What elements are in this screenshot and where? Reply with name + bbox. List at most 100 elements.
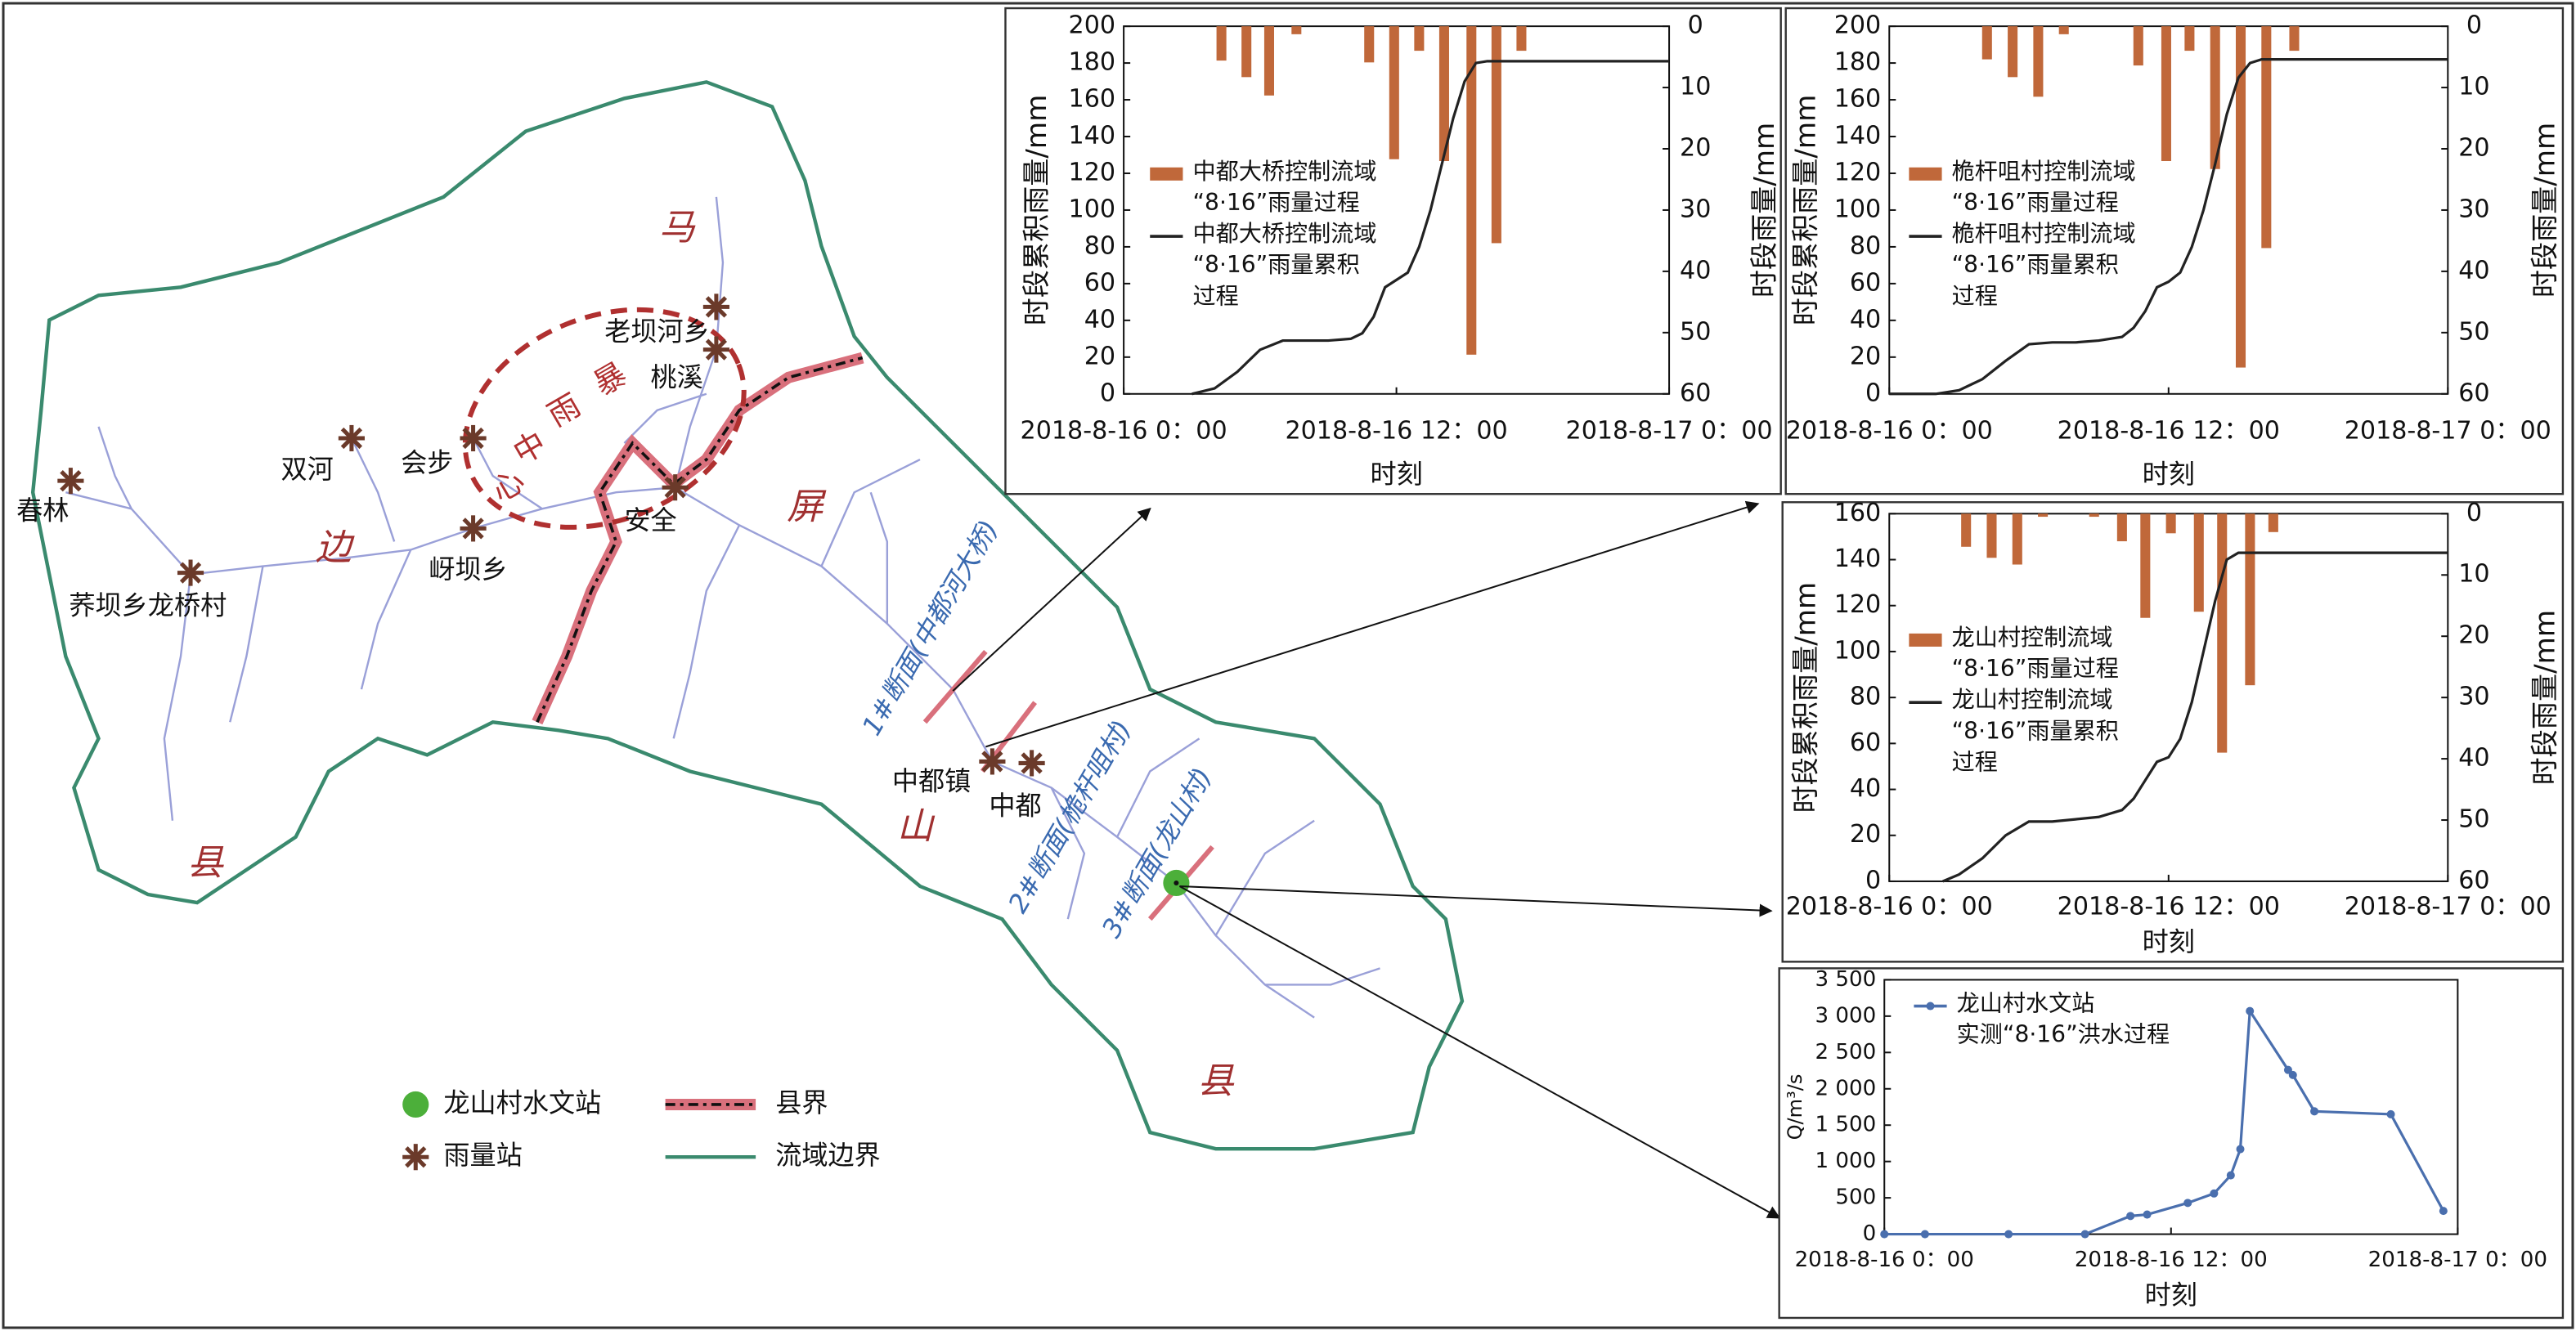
map — [30, 80, 1781, 1219]
x-tick-label: 2018-8-17 0：00 — [2345, 893, 2551, 921]
y2-tick-label: 50 — [2458, 317, 2489, 346]
storm-center-label: 暴 — [588, 356, 633, 402]
rain-gauge-marker — [57, 468, 84, 495]
y-tick-label: 140 — [1834, 122, 1882, 150]
panel-frame — [1781, 501, 2565, 963]
rain-gauge-marker — [1018, 750, 1045, 777]
y-tick-label: 140 — [1834, 544, 1882, 573]
rain-gauge-core — [468, 432, 478, 443]
rain-bar — [2165, 513, 2176, 534]
rain-bar — [2033, 26, 2044, 97]
series-marker — [1880, 1230, 1889, 1239]
rain-bar — [2217, 513, 2228, 753]
series-marker — [2236, 1145, 2245, 1154]
rain-gauge-marker — [702, 294, 729, 320]
rain-bar — [2184, 26, 2195, 52]
panel-frame — [1784, 7, 2565, 495]
y-tick-label: 20 — [1084, 342, 1115, 370]
rain-gauge-core — [468, 523, 478, 534]
legend-hydro-swatch — [402, 1091, 429, 1118]
x-axis-label: 时刻 — [2143, 459, 2195, 490]
region-label: 屏 — [787, 486, 827, 527]
y2-tick-label: 10 — [2458, 560, 2489, 589]
y-tick-label: 0 — [1865, 379, 1881, 407]
rain-bar — [2133, 26, 2143, 66]
y-tick-label: 180 — [1834, 48, 1882, 77]
rain-gauge-core — [346, 432, 357, 443]
y2-tick-label: 10 — [2458, 73, 2489, 101]
rain-bar — [1216, 26, 1227, 61]
y-tick-label: 0 — [1863, 1221, 1877, 1246]
map-legend-label: 龙山村水文站 — [443, 1087, 601, 1118]
map-legend-label: 县界 — [775, 1087, 828, 1118]
x-tick-label: 2018-8-16 0：00 — [1786, 893, 1993, 921]
section-label: 3#断面(龙山村) — [1096, 762, 1218, 943]
rain-bar — [1364, 26, 1375, 63]
y2-axis-label: 时段雨量/mm — [2529, 610, 2561, 785]
x-tick-label: 2018-8-16 12：00 — [2058, 416, 2280, 445]
y2-tick-label: 40 — [1680, 256, 1711, 285]
rain-bar — [1263, 26, 1274, 96]
y-tick-label: 80 — [1850, 231, 1881, 260]
y-axis-label: Q/m³/s — [1784, 1074, 1806, 1141]
series-marker — [2080, 1230, 2089, 1239]
hydro-station-dot — [1174, 880, 1179, 885]
series-line — [1884, 1006, 2445, 1236]
rain-gauge-core — [411, 1152, 421, 1163]
y-tick-label: 160 — [1834, 85, 1882, 114]
legend-swatch — [1150, 167, 1183, 181]
y-tick-label: 3 000 — [1815, 1003, 1876, 1028]
y2-tick-label: 0 — [2466, 499, 2482, 527]
region-label: 县 — [187, 842, 224, 884]
y-tick-label: 40 — [1084, 305, 1115, 334]
y-tick-label: 1 500 — [1815, 1113, 1876, 1137]
series-line — [1889, 57, 2448, 396]
region-label: 山 — [897, 806, 936, 848]
legend-label: 龙山村水文站 实测“8·16”洪水过程 — [1956, 991, 2170, 1049]
y2-tick-label: 30 — [1680, 195, 1711, 223]
rain-gauge-marker — [662, 474, 689, 501]
y2-tick-label: 40 — [2458, 744, 2489, 773]
rain-gauge-marker — [402, 1144, 429, 1171]
rivers — [65, 196, 1380, 1019]
y2-axis-label: 时段雨量/mm — [2529, 123, 2561, 298]
y-tick-label: 20 — [1850, 820, 1881, 849]
map-legend-label: 雨量站 — [443, 1140, 522, 1171]
rain-bar — [2245, 513, 2255, 686]
series-marker — [2126, 1212, 2135, 1221]
y2-tick-label: 20 — [1680, 134, 1711, 163]
y2-tick-label: 30 — [2458, 195, 2489, 223]
x-tick-label: 2018-8-16 0：00 — [1795, 1248, 1974, 1272]
legend-swatch — [1909, 167, 1942, 181]
x-tick-label: 2018-8-16 0：00 — [1021, 416, 1227, 445]
y2-axis-label: 时段雨量/mm — [1748, 123, 1781, 298]
rain-gauge-core — [670, 482, 680, 493]
legend-entry: 桅杆咀村控制流域 “8·16”雨量累积 过程 — [1952, 222, 2136, 310]
station-label: 岈坝乡 — [429, 554, 507, 585]
y-tick-label: 3 500 — [1815, 967, 1876, 992]
y2-tick-label: 20 — [2458, 134, 2489, 163]
rain-gauge-core — [65, 476, 76, 486]
panel-frame — [1778, 967, 2565, 1320]
y2-tick-label: 50 — [2458, 805, 2489, 834]
y-tick-label: 80 — [1084, 231, 1115, 260]
y-tick-label: 160 — [1834, 499, 1882, 527]
y-tick-label: 60 — [1850, 268, 1881, 297]
county-border-dash — [536, 356, 864, 723]
rain-gauge-marker — [177, 559, 204, 586]
x-tick-label: 2018-8-16 12：00 — [1285, 416, 1507, 445]
y-tick-label: 1 000 — [1815, 1149, 1876, 1173]
series-marker — [2439, 1207, 2448, 1216]
rain-gauge-core — [711, 344, 721, 355]
region-label: 马 — [659, 207, 696, 249]
rain-gauge-core — [1026, 758, 1037, 769]
y-tick-label: 80 — [1850, 683, 1881, 711]
y2-tick-label: 60 — [2458, 379, 2489, 407]
series-marker — [2183, 1199, 2192, 1208]
rain-bar — [1491, 26, 1501, 244]
rain-gauge-marker — [460, 424, 487, 452]
x-tick-label: 2018-8-16 0：00 — [1786, 416, 1993, 445]
legend-label: 龙山村控制流域 “8·16”雨量过程 — [1951, 625, 2119, 683]
